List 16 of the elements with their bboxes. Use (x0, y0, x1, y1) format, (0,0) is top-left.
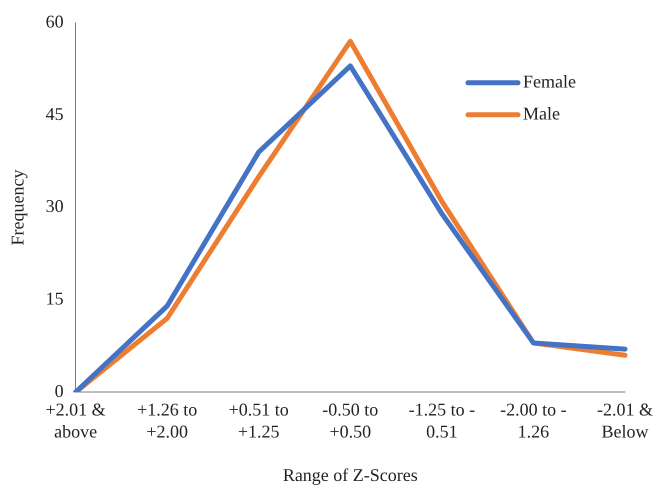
y-tick-label: 15 (46, 288, 64, 309)
x-tick-label: +1.26 to +2.00 (137, 400, 198, 442)
y-tick-label: 60 (46, 12, 64, 32)
x-tick-label: -2.00 to - 1.26 (500, 400, 567, 442)
y-tick-label: 45 (46, 104, 64, 124)
x-axis-title: Range of Z-Scores (282, 464, 418, 485)
x-tick-label: +2.01 & above (46, 400, 106, 442)
legend-label: Female (523, 72, 576, 92)
legend-label: Male (523, 104, 560, 124)
y-tick-label: 30 (46, 196, 64, 216)
x-tick-label: -0.50 to +0.50 (322, 400, 378, 442)
x-tick-label: +0.51 to +1.25 (228, 400, 289, 442)
y-tick-label: 0 (54, 380, 64, 401)
x-tick-label: -1.25 to - 0.51 (408, 400, 476, 442)
x-tick-label: -2.01 & Below (597, 400, 653, 442)
y-axis-title: Frequency (8, 170, 28, 246)
